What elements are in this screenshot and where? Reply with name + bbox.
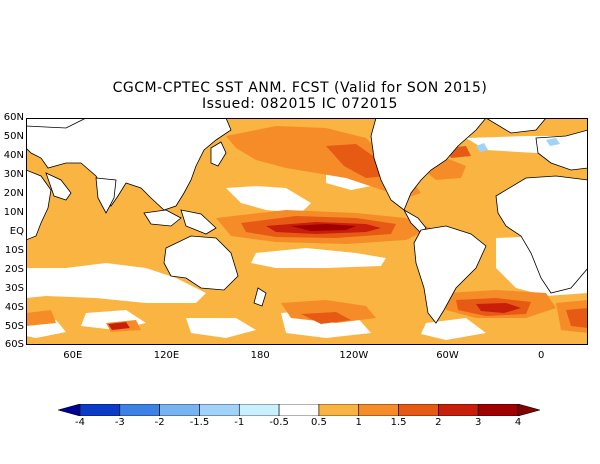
issued-subtitle: Issued: 082015 IC 072015: [202, 96, 398, 112]
colorbar-tick-label: -1.5: [189, 417, 210, 428]
sst-anomaly-map: [26, 118, 588, 345]
colorbar-segment: [119, 404, 160, 416]
colorbar-tick-label: 2: [435, 417, 442, 428]
lon-label: 0: [537, 350, 545, 361]
colorbar-tick-label: 0.5: [310, 417, 327, 428]
lat-label: 10N: [3, 207, 24, 218]
colorbar-min-triangle: [58, 404, 81, 416]
colorbar-tick-label: -2: [154, 417, 165, 428]
lat-label: 10S: [4, 245, 24, 256]
lon-label: 120W: [339, 350, 369, 361]
colorbar-segment: [318, 404, 360, 416]
colorbar-segment: [278, 404, 320, 416]
lon-label: 120E: [153, 350, 180, 361]
land-masses: [26, 118, 588, 324]
colorbar-tick-label: 1: [355, 417, 362, 428]
cold-anomaly-regions: [476, 138, 560, 152]
colorbar-segment: [199, 404, 240, 416]
colorbar-tick-label: 4: [514, 417, 522, 428]
lat-label: 30N: [3, 169, 24, 180]
extreme-anomaly-regions: [291, 224, 356, 231]
lat-label: 20S: [4, 264, 24, 275]
colorbar-tick-label: -1: [234, 417, 245, 428]
colorbar-tick-label: 3: [474, 417, 482, 428]
colorbar-tick-label: -4: [75, 417, 85, 428]
colorbar: [58, 404, 540, 416]
colorbar-segment: [159, 404, 200, 416]
map-frame: [26, 118, 588, 345]
lat-label: 60N: [3, 112, 24, 123]
colorbar-segment: [477, 404, 519, 416]
lat-label: EQ: [9, 226, 24, 237]
colorbar-segment: [398, 404, 439, 416]
lat-label: 40S: [4, 302, 24, 313]
lat-label: 30S: [4, 283, 24, 294]
colorbar-segment: [79, 404, 121, 416]
colorbar-segment: [238, 404, 280, 416]
colorbar-max-triangle: [517, 404, 540, 416]
lon-label: 180: [250, 350, 270, 361]
lat-label: 50S: [4, 321, 24, 332]
colorbar-tick-label: -0.5: [269, 417, 289, 428]
lat-label: 20N: [3, 188, 24, 199]
lon-label: 60E: [63, 350, 83, 361]
colorbar-segment: [438, 404, 479, 416]
lon-label: 60W: [436, 350, 459, 361]
lat-label: 60S: [4, 339, 24, 350]
lat-label: 50N: [3, 131, 24, 142]
colorbar-tick-label: 1.5: [390, 417, 407, 428]
colorbar-segment: [358, 404, 399, 416]
lat-label: 40N: [3, 150, 24, 161]
colorbar-tick-label: -3: [114, 417, 125, 428]
map-title: CGCM-CPTEC SST ANM. FCST (Valid for SON …: [112, 80, 488, 96]
